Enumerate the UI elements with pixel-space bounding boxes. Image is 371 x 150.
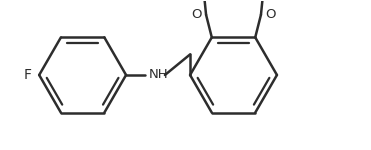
Text: O: O [266,8,276,21]
Text: NH: NH [149,69,168,81]
Text: F: F [23,68,31,82]
Text: O: O [191,8,201,21]
